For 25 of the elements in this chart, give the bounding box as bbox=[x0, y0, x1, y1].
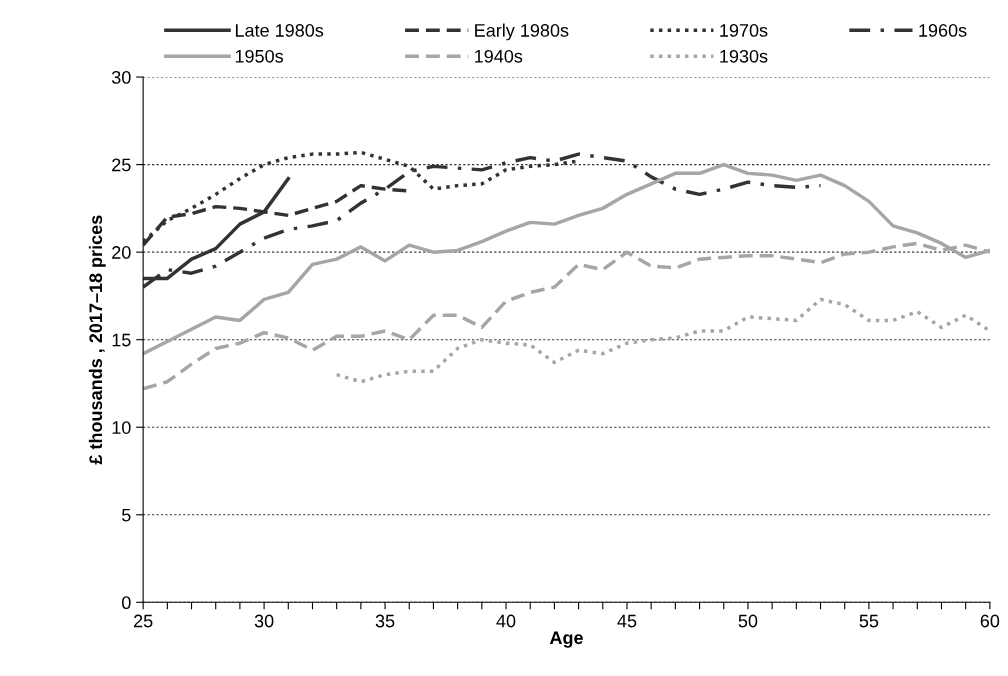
legend-label: 1940s bbox=[475, 49, 523, 63]
legend-label: Late 1980s bbox=[235, 24, 324, 37]
legend-label: 1970s bbox=[720, 24, 768, 37]
x-tick-label: 60 bbox=[980, 614, 1000, 628]
y-tick-label: 0 bbox=[122, 596, 131, 610]
x-tick-label: 45 bbox=[617, 614, 637, 628]
y-tick-label: 25 bbox=[112, 158, 131, 172]
y-tick-label: 5 bbox=[122, 508, 131, 522]
y-tick-label: 30 bbox=[111, 71, 131, 84]
x-tick-label: 35 bbox=[375, 614, 395, 628]
legend-label: Early 1980s bbox=[475, 23, 569, 41]
y-tick-label: 10 bbox=[112, 421, 131, 434]
x-tick-label: 55 bbox=[859, 614, 879, 628]
line-series bbox=[334, 297, 990, 384]
x-tick-label: 30 bbox=[254, 614, 274, 628]
x-tick-label: 25 bbox=[134, 614, 153, 628]
legend-label: 1960s bbox=[919, 24, 967, 37]
x-tick-label: 40 bbox=[496, 614, 516, 628]
y-axis-title: £ thousands , 2017–18 prices bbox=[88, 215, 106, 465]
y-tick-label: 15 bbox=[112, 333, 131, 347]
x-tick-label: 50 bbox=[738, 614, 758, 628]
y-tick-label: 20 bbox=[112, 246, 131, 259]
legend-label: 1950s bbox=[235, 49, 284, 63]
x-axis-title: Age bbox=[549, 631, 583, 648]
legend-label: 1930s bbox=[720, 49, 768, 63]
